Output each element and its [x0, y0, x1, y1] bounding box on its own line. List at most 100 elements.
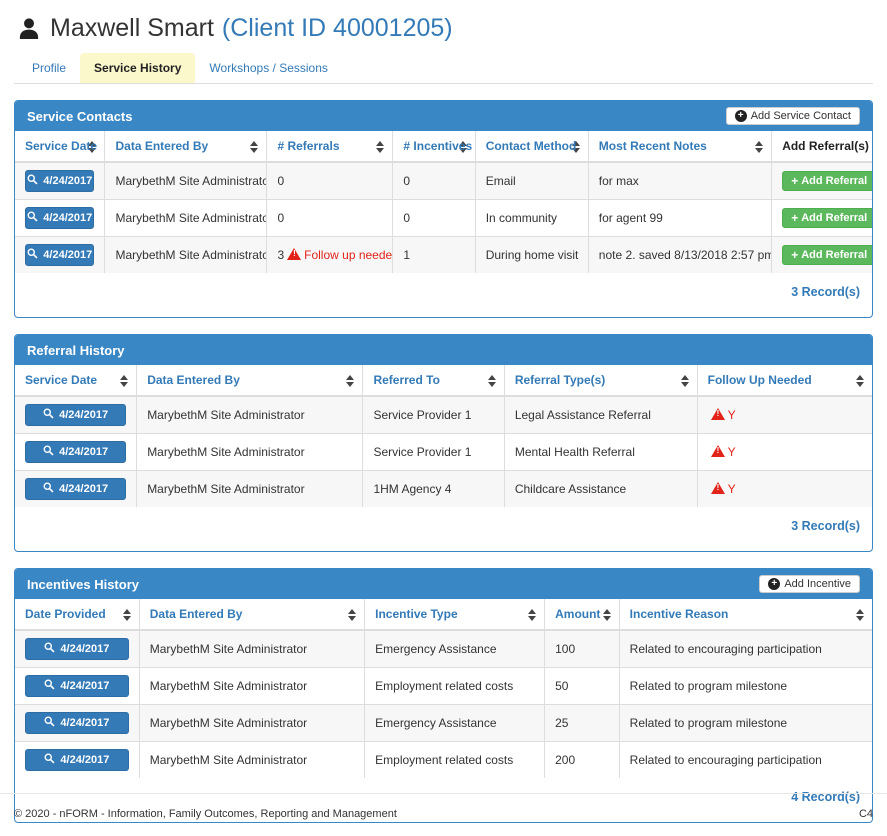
sort-icon[interactable]	[755, 141, 764, 153]
follow-up-cell: Y	[696, 470, 872, 507]
plus-icon: +	[791, 211, 799, 225]
incentive-type-cell: Emergency Assistance	[364, 704, 545, 742]
add-service-contact-button[interactable]: + Add Service Contact	[725, 107, 860, 125]
incentives-history-title: Incentives History	[27, 576, 139, 592]
sort-icon[interactable]	[856, 375, 864, 387]
tab-workshops-sessions[interactable]: Workshops / Sessions	[209, 61, 328, 75]
entered-by-cell: MarybethM Site Administrator	[138, 741, 365, 778]
sort-icon[interactable]	[250, 141, 259, 153]
add-referral-button[interactable]: + Add Referral	[782, 171, 872, 191]
add-incentive-label: Add Incentive	[784, 578, 851, 590]
magnifier-icon	[43, 445, 54, 459]
col-amount: Amount	[544, 599, 620, 631]
service-date-cell: 4/24/2017	[15, 470, 137, 507]
follow-up-cell: Y	[696, 433, 872, 471]
sort-icon[interactable]	[122, 609, 131, 621]
referrals-cell: 3Follow up needed	[266, 236, 393, 273]
warning-icon	[710, 445, 725, 457]
view-referral-button[interactable]: 4/24/2017	[25, 441, 127, 463]
sort-icon[interactable]	[528, 609, 537, 621]
referred-to-cell: 1HM Agency 4	[362, 470, 505, 507]
service-date-cell: 4/24/2017	[15, 433, 137, 471]
add-referral-cell: + Add Referral	[771, 199, 872, 237]
magnifier-icon	[44, 716, 55, 730]
client-header: Maxwell Smart (Client ID 40001205)	[16, 14, 873, 43]
sort-icon[interactable]	[680, 375, 689, 387]
sort-icon[interactable]	[376, 141, 385, 153]
view-referral-button[interactable]: 4/24/2017	[25, 478, 127, 500]
sort-icon[interactable]	[487, 375, 496, 387]
table-header-row: Date Provided Data Entered By Incentive …	[15, 599, 872, 631]
client-id: (Client ID 40001205)	[221, 14, 453, 42]
table-row: 4/24/2017 MarybethM Site Administrator E…	[15, 667, 872, 705]
magnifier-icon	[43, 408, 54, 422]
tab-profile[interactable]: Profile	[32, 61, 67, 75]
referral-type-cell: Mental Health Referral	[503, 433, 698, 471]
service-contacts-table: Service Date Data Entered By # Referrals…	[15, 131, 872, 273]
view-incentive-button[interactable]: 4/24/2017	[25, 712, 129, 734]
amount-cell: 50	[544, 667, 620, 705]
date-provided-cell: 4/24/2017	[15, 741, 140, 778]
col-num-incentives: # Incentives	[392, 131, 476, 163]
col-data-entered-by: Data Entered By	[136, 365, 363, 397]
add-referral-cell: + Add Referral	[771, 236, 872, 273]
magnifier-icon	[27, 248, 38, 262]
sort-icon[interactable]	[602, 609, 611, 621]
sort-icon[interactable]	[88, 141, 97, 153]
date-provided-cell: 4/24/2017	[15, 629, 140, 668]
view-incentive-button[interactable]: 4/24/2017	[25, 749, 129, 771]
incentive-reason-cell: Related to encouraging participation	[618, 629, 872, 668]
view-service-contact-button[interactable]: 4/24/2017	[25, 207, 95, 229]
add-incentive-button[interactable]: + Add Incentive	[759, 575, 860, 593]
person-icon	[16, 16, 42, 42]
col-follow-up-needed: Follow Up Needed	[696, 365, 872, 397]
referral-type-cell: Legal Assistance Referral	[503, 395, 698, 434]
sort-icon[interactable]	[120, 375, 129, 387]
view-incentive-button[interactable]: 4/24/2017	[25, 675, 129, 697]
sort-icon[interactable]	[856, 609, 864, 621]
view-service-contact-button[interactable]: 4/24/2017	[25, 170, 95, 192]
sort-icon[interactable]	[571, 141, 580, 153]
warning-icon	[710, 408, 725, 420]
table-row: 4/24/2017 MarybethM Site Administrator E…	[15, 741, 872, 778]
view-referral-button[interactable]: 4/24/2017	[25, 404, 127, 426]
col-contact-method: Contact Method	[474, 131, 589, 163]
entered-by-cell: MarybethM Site Administrator	[138, 704, 365, 742]
add-referral-button[interactable]: + Add Referral	[782, 208, 872, 228]
page-footer: © 2020 - nFORM - Information, Family Out…	[0, 793, 887, 836]
service-date-cell: 4/24/2017	[15, 199, 105, 237]
tab-service-history[interactable]: Service History	[80, 53, 196, 83]
sort-icon[interactable]	[348, 609, 357, 621]
service-contacts-heading: Service Contacts + Add Service Contact	[15, 101, 872, 131]
copyright-text: © 2020 - nFORM - Information, Family Out…	[14, 808, 397, 820]
view-service-contact-button[interactable]: 4/24/2017	[25, 244, 95, 266]
incentive-reason-cell: Related to encouraging participation	[618, 741, 872, 778]
referral-type-cell: Childcare Assistance	[503, 470, 698, 507]
col-referral-types: Referral Type(s)	[503, 365, 698, 397]
col-service-date: Service Date	[15, 365, 137, 397]
page-title: Maxwell Smart	[50, 14, 214, 42]
magnifier-icon	[43, 482, 54, 496]
referred-to-cell: Service Provider 1	[362, 433, 505, 471]
view-incentive-button[interactable]: 4/24/2017	[25, 638, 129, 660]
add-referral-button[interactable]: + Add Referral	[782, 245, 872, 265]
record-count: 3 Record(s)	[791, 285, 860, 299]
incentives-history-heading: Incentives History + Add Incentive	[15, 569, 872, 599]
entered-by-cell: MarybethM Site Administrator	[104, 236, 267, 273]
sort-icon[interactable]	[458, 141, 467, 153]
col-incentive-reason: Incentive Reason	[618, 599, 872, 631]
contact-method-cell: During home visit	[474, 236, 589, 273]
sort-icon[interactable]	[346, 375, 355, 387]
table-row: 4/24/2017 MarybethM Site Administrator E…	[15, 629, 872, 668]
follow-up-cell: Y	[696, 395, 872, 434]
col-service-date: Service Date	[15, 131, 105, 163]
warning-icon	[710, 482, 725, 494]
entered-by-cell: MarybethM Site Administrator	[104, 199, 267, 237]
incentive-reason-cell: Related to program milestone	[618, 704, 872, 742]
incentives-cell: 0	[392, 199, 476, 237]
referrals-cell: 0	[266, 161, 393, 200]
notes-cell: for agent 99	[587, 199, 772, 237]
table-row: 4/24/2017 MarybethM Site Administrator S…	[15, 395, 872, 434]
referral-history-table: Service Date Data Entered By Referred To…	[15, 365, 872, 507]
